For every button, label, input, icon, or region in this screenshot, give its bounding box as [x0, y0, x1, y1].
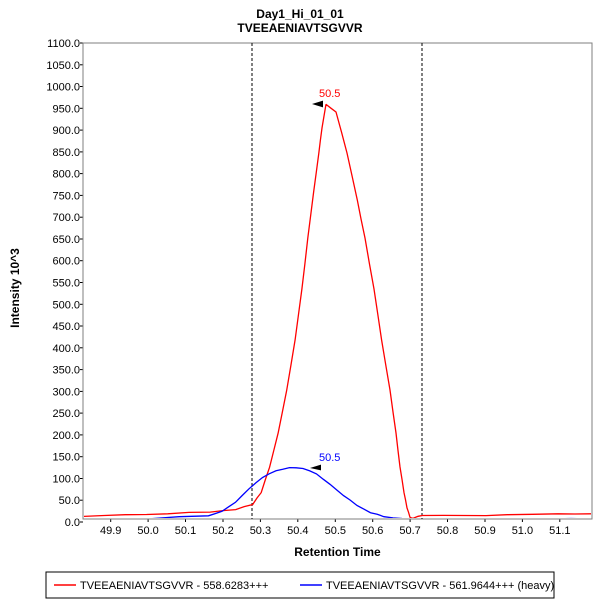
- svg-text:200.0: 200.0: [52, 430, 80, 442]
- svg-text:50.5: 50.5: [325, 525, 346, 537]
- svg-text:1050.0: 1050.0: [46, 60, 80, 72]
- svg-text:900.0: 900.0: [52, 125, 80, 137]
- svg-text:450.0: 450.0: [52, 321, 80, 333]
- svg-text:50.9: 50.9: [474, 525, 495, 537]
- svg-text:150.0: 150.0: [52, 452, 80, 464]
- svg-text:50.2: 50.2: [212, 525, 233, 537]
- svg-text:600.0: 600.0: [52, 256, 80, 268]
- svg-text:500.0: 500.0: [52, 299, 80, 311]
- svg-text:0.0: 0.0: [65, 517, 80, 529]
- svg-text:50.4: 50.4: [287, 525, 308, 537]
- svg-text:650.0: 650.0: [52, 234, 80, 246]
- svg-text:700.0: 700.0: [52, 212, 80, 224]
- svg-text:50.1: 50.1: [175, 525, 196, 537]
- svg-text:1100.0: 1100.0: [47, 38, 80, 50]
- svg-text:TVEEAENIAVTSGVVR - 558.6283+++: TVEEAENIAVTSGVVR - 558.6283+++: [80, 580, 268, 592]
- svg-text:51.1: 51.1: [549, 525, 570, 537]
- svg-text:100.0: 100.0: [52, 474, 80, 486]
- svg-text:50.6: 50.6: [362, 525, 383, 537]
- svg-text:800.0: 800.0: [52, 169, 80, 181]
- svg-text:50.8: 50.8: [437, 525, 458, 537]
- svg-text:50.3: 50.3: [250, 525, 271, 537]
- svg-text:550.0: 550.0: [52, 278, 80, 290]
- svg-text:400.0: 400.0: [52, 343, 80, 355]
- svg-text:51.0: 51.0: [512, 525, 533, 537]
- svg-text:50.7: 50.7: [399, 525, 420, 537]
- svg-text:1000.0: 1000.0: [46, 82, 80, 94]
- svg-text:49.9: 49.9: [100, 525, 121, 537]
- svg-text:300.0: 300.0: [52, 386, 80, 398]
- svg-text:50.0: 50.0: [59, 495, 80, 507]
- svg-text:TVEEAENIAVTSGVVR - 561.9644+++: TVEEAENIAVTSGVVR - 561.9644+++ (heavy): [326, 580, 554, 592]
- svg-text:350.0: 350.0: [52, 365, 80, 377]
- svg-text:250.0: 250.0: [52, 408, 80, 420]
- svg-text:850.0: 850.0: [52, 147, 80, 159]
- svg-text:750.0: 750.0: [52, 190, 80, 202]
- svg-text:950.0: 950.0: [52, 103, 80, 115]
- svg-text:50.0: 50.0: [137, 525, 158, 537]
